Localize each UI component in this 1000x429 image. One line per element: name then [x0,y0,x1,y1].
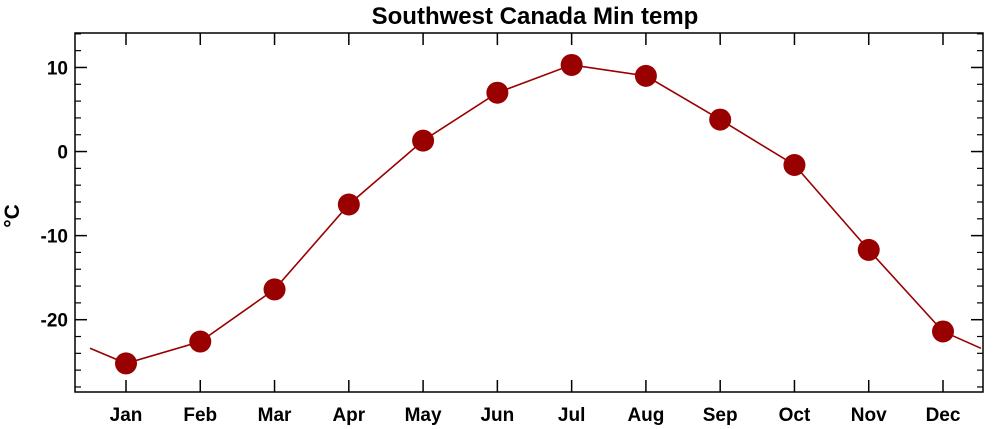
plot-frame [74,32,984,393]
y-tick-label: 0 [57,143,68,164]
data-point-mar [263,278,286,301]
data-point-sep [709,108,732,131]
x-tick-label: Jul [558,405,585,426]
x-tick-label: Aug [627,405,664,426]
y-tick-labels: -20 -10 0 10 [41,58,68,331]
data-point-feb [189,330,212,353]
x-tick-label: Apr [332,405,365,426]
x-tick-label: Dec [926,405,961,426]
chart-title: Southwest Canada Min temp [372,3,699,30]
x-tick-label: Jun [480,405,514,426]
axis-ticks [75,33,983,392]
data-point-aug [634,64,657,87]
y-tick-label: -10 [41,227,68,248]
x-tick-label: Sep [703,405,738,426]
data-point-may [412,129,435,152]
data-point-apr [337,193,360,216]
data-point-nov [857,238,880,261]
data-point-jan [115,352,137,375]
x-tick-label: Mar [258,405,292,426]
x-tick-label: Oct [779,405,811,426]
data-points [115,53,954,375]
data-point-jul [560,53,583,76]
y-tick-label: -20 [41,311,68,332]
data-point-oct [783,153,806,176]
x-tick-label: Jan [110,405,143,426]
data-point-dec [932,320,954,343]
x-tick-labels: Jan Feb Mar Apr May Jun Jul Aug Sep Oct Nov Dec [110,405,961,426]
series-line [89,64,982,365]
x-tick-label: May [405,405,442,426]
x-tick-label: Nov [851,405,887,426]
y-axis-label: °C [1,204,24,228]
data-point-jun [486,81,509,104]
x-tick-label: Feb [183,405,217,426]
y-tick-label: 10 [47,58,68,79]
